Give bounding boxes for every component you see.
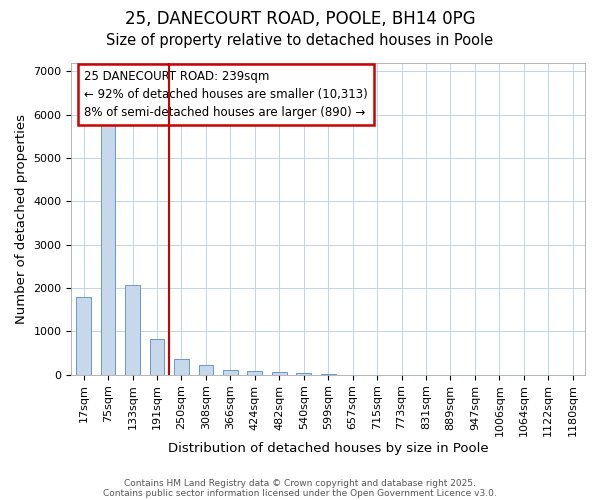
Bar bbox=[223, 370, 238, 374]
Bar bbox=[247, 372, 262, 374]
Bar bbox=[174, 359, 189, 374]
Text: 25, DANECOURT ROAD, POOLE, BH14 0PG: 25, DANECOURT ROAD, POOLE, BH14 0PG bbox=[125, 10, 475, 28]
Bar bbox=[199, 366, 213, 374]
X-axis label: Distribution of detached houses by size in Poole: Distribution of detached houses by size … bbox=[168, 442, 488, 455]
Text: Contains public sector information licensed under the Open Government Licence v3: Contains public sector information licen… bbox=[103, 488, 497, 498]
Bar bbox=[149, 338, 164, 374]
Bar bbox=[296, 373, 311, 374]
Text: 25 DANECOURT ROAD: 239sqm
← 92% of detached houses are smaller (10,313)
8% of se: 25 DANECOURT ROAD: 239sqm ← 92% of detac… bbox=[84, 70, 368, 120]
Bar bbox=[101, 122, 115, 374]
Text: Size of property relative to detached houses in Poole: Size of property relative to detached ho… bbox=[106, 32, 494, 48]
Text: Contains HM Land Registry data © Crown copyright and database right 2025.: Contains HM Land Registry data © Crown c… bbox=[124, 478, 476, 488]
Y-axis label: Number of detached properties: Number of detached properties bbox=[15, 114, 28, 324]
Bar bbox=[76, 296, 91, 374]
Bar bbox=[125, 284, 140, 374]
Bar bbox=[272, 372, 287, 374]
